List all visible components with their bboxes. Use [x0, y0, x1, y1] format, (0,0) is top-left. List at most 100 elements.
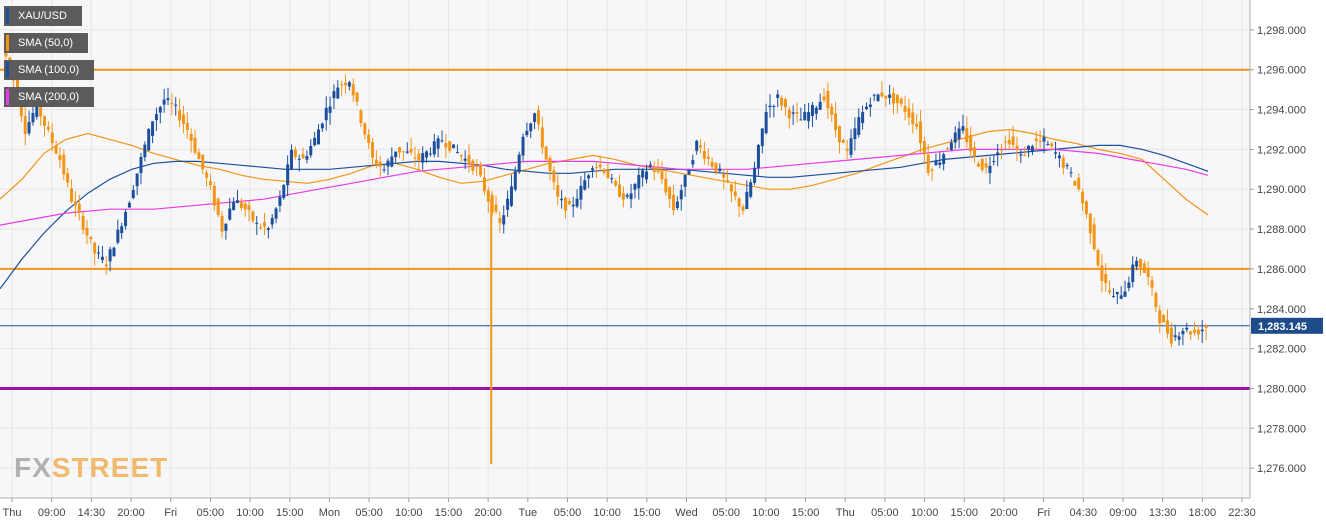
candle-body — [1030, 146, 1034, 152]
candle-body — [938, 162, 942, 165]
candle-body — [1027, 145, 1031, 150]
candle-body — [459, 155, 463, 157]
candle-body — [533, 113, 537, 122]
candle-body — [544, 146, 548, 160]
candle-body — [529, 123, 533, 132]
candle-body — [818, 101, 822, 110]
candle-body — [73, 201, 77, 206]
candle-body — [957, 128, 961, 140]
candle-body — [679, 190, 683, 200]
candle-body — [143, 144, 147, 158]
candle-body — [313, 137, 317, 146]
y-tick-label: 1,298.000 — [1257, 25, 1306, 37]
candle-body — [274, 208, 278, 219]
candle-body — [1054, 152, 1058, 154]
candle-body — [969, 134, 973, 152]
symbol-legend[interactable]: XAU/USD — [4, 6, 82, 26]
sma100-swatch — [6, 62, 9, 78]
sma50-label: SMA (50,0) — [18, 37, 74, 49]
candle-body — [154, 114, 158, 121]
candle-body — [382, 169, 386, 171]
legend-sma100[interactable]: SMA (100,0) — [4, 60, 94, 80]
candle-body — [807, 112, 811, 122]
candle-body — [278, 196, 282, 206]
candle-body — [112, 247, 116, 257]
candle-body — [1135, 260, 1139, 267]
candle-body — [691, 160, 695, 165]
candle-body — [498, 218, 502, 224]
candle-body — [575, 198, 579, 207]
candle-body — [448, 141, 452, 151]
sma200-swatch — [6, 89, 9, 105]
candle-body — [247, 205, 251, 211]
candle-body — [62, 154, 66, 175]
candle-body — [31, 113, 35, 123]
candle-body — [780, 98, 784, 106]
candle-body — [228, 208, 232, 220]
candle-body — [787, 109, 791, 119]
candle-body — [899, 98, 903, 104]
logo-part2: STREET — [51, 452, 169, 483]
candle-body — [1185, 327, 1189, 330]
candle-body — [66, 173, 70, 183]
candle-body — [471, 160, 475, 171]
candle-body — [509, 186, 513, 206]
candle-body — [1181, 330, 1185, 335]
candle-body — [398, 147, 402, 153]
x-tick-label: Tue — [519, 507, 538, 519]
candle-body — [961, 126, 965, 131]
candle-body — [841, 139, 845, 143]
candle-body — [610, 178, 614, 180]
candle-body — [486, 190, 490, 202]
candle-body — [664, 178, 668, 193]
candle-body — [301, 154, 305, 159]
candle-body — [857, 117, 861, 135]
candle-body — [1154, 292, 1158, 307]
candle-body — [243, 203, 247, 210]
candle-body — [401, 151, 405, 153]
candle-body — [922, 141, 926, 155]
candle-body — [1050, 143, 1054, 147]
candle-body — [1034, 138, 1038, 142]
x-tick-label: Fri — [1037, 507, 1050, 519]
x-tick-label: 20:00 — [117, 507, 145, 519]
candle-body — [205, 172, 209, 178]
candle-body — [1165, 320, 1169, 334]
candle-body — [556, 185, 560, 197]
x-tick-label: 05:00 — [197, 507, 225, 519]
candle-body — [791, 112, 795, 114]
candle-body — [463, 158, 467, 161]
candle-body — [239, 202, 243, 209]
legend-sma50[interactable]: SMA (50,0) — [4, 33, 88, 53]
candle-body — [286, 164, 290, 186]
price-tag-box — [1251, 317, 1323, 334]
candle-body — [89, 236, 93, 240]
candle-body — [560, 198, 564, 201]
candle-body — [494, 204, 498, 212]
candle-body — [980, 158, 984, 170]
candle-body — [1038, 141, 1042, 143]
y-tick-label: 1,282.000 — [1257, 344, 1306, 356]
candle-body — [293, 149, 297, 157]
candle-body — [259, 227, 263, 229]
candle-body — [1123, 291, 1127, 297]
x-tick-label: 05:00 — [554, 507, 582, 519]
candle-body — [645, 171, 649, 180]
candle-body — [988, 165, 992, 173]
candle-body — [147, 129, 151, 151]
candle-body — [521, 136, 525, 156]
y-tick-label: 1,290.000 — [1257, 184, 1306, 196]
candle-body — [282, 185, 286, 199]
candle-body — [1077, 177, 1081, 190]
candle-body — [594, 167, 598, 169]
candle-body — [621, 193, 625, 200]
candle-body — [317, 129, 321, 145]
candle-body — [891, 93, 895, 104]
candle-body — [174, 104, 178, 106]
candle-body — [425, 151, 429, 158]
candle-body — [525, 130, 529, 136]
candle-body — [1088, 213, 1092, 234]
candle-body — [953, 132, 957, 143]
legend-sma200[interactable]: SMA (200,0) — [4, 87, 94, 107]
